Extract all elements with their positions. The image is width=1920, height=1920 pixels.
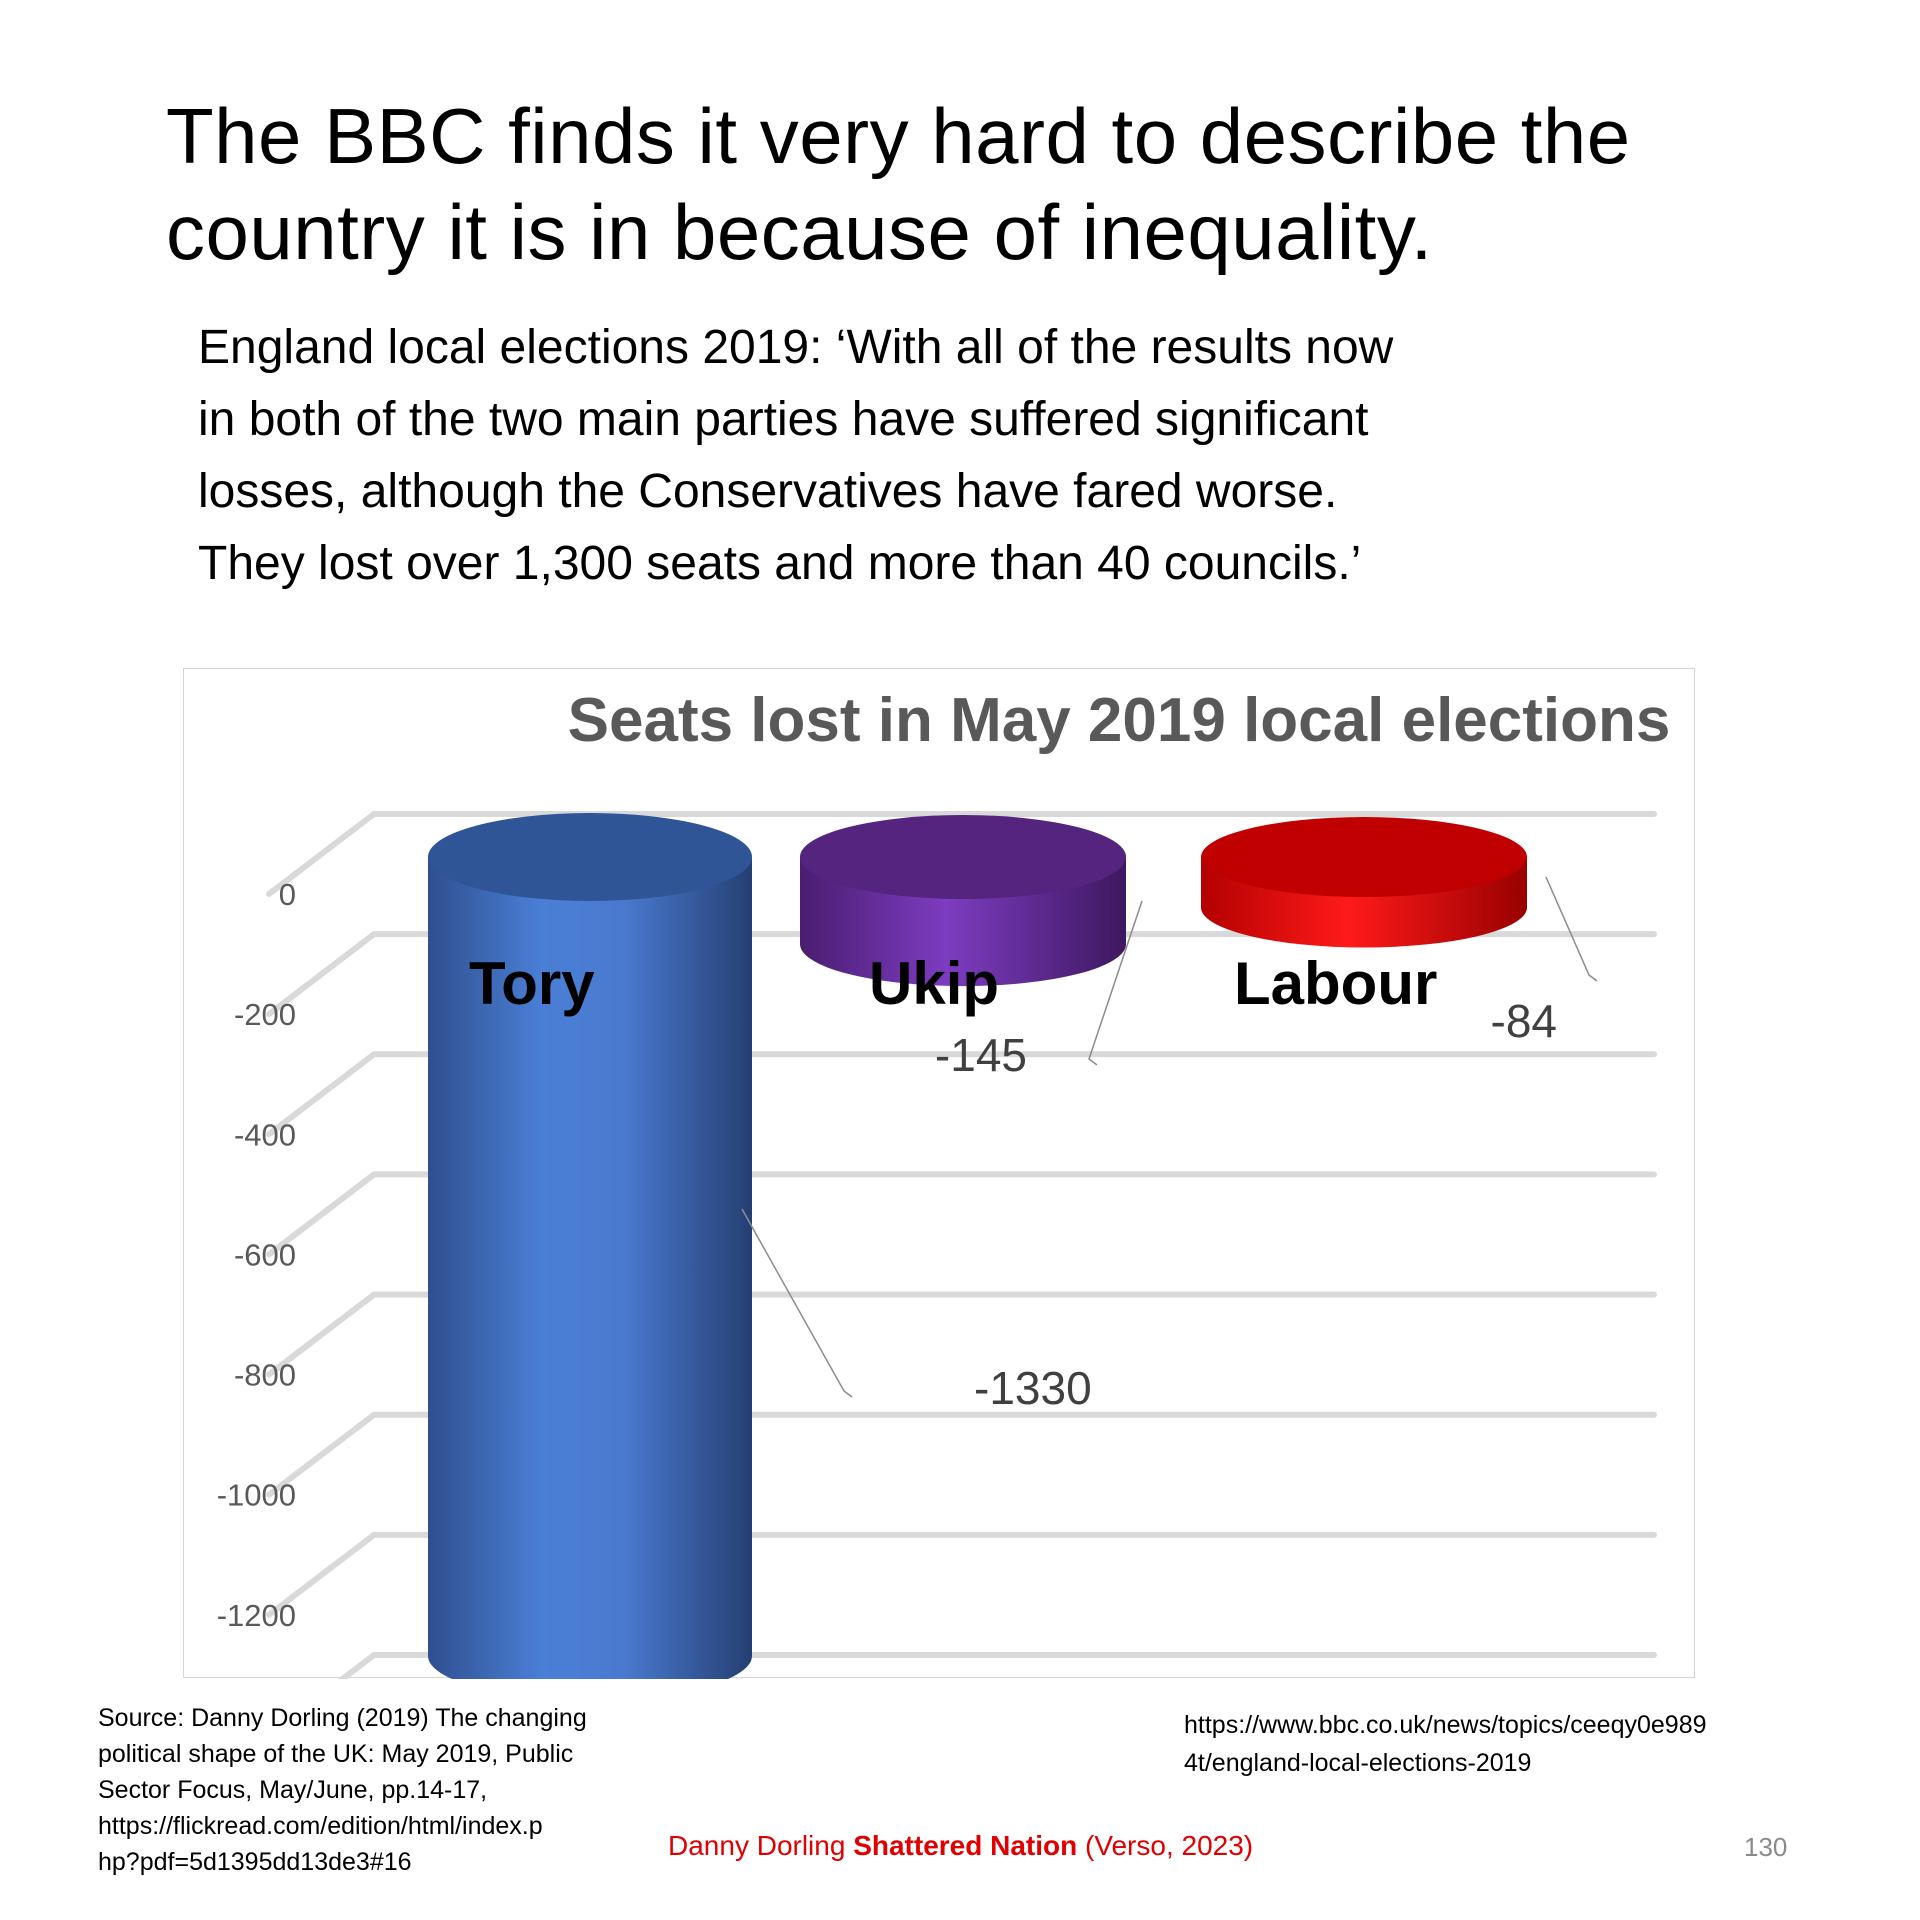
gridline xyxy=(337,1652,1657,1679)
slide-title-line-1: The BBC finds it very hard to describe t… xyxy=(166,92,1631,180)
category-label-labour: Labour xyxy=(1234,950,1437,1017)
chart-title: Seats lost in May 2019 local elections xyxy=(568,686,1671,755)
credit-book-title: Shattered Nation xyxy=(853,1830,1078,1861)
y-tick-label: -1200 xyxy=(217,1598,296,1633)
source-note: Source: Danny Dorling (2019) The changin… xyxy=(98,1700,658,1880)
y-tick-label: -800 xyxy=(234,1358,296,1393)
data-label-tory: -1330 xyxy=(974,1362,1092,1414)
slide-title-line-2: country it is in because of inequality. xyxy=(166,188,1433,276)
credit-author: Danny Dorling xyxy=(668,1830,854,1861)
slide-title: The BBC finds it very hard to describe t… xyxy=(166,88,1766,280)
bar-tory-top xyxy=(428,813,752,901)
data-label-leader xyxy=(1545,876,1598,982)
source-line-5: hp?pdf=5d1395dd13de3#16 xyxy=(98,1848,412,1876)
source-line-1: Source: Danny Dorling (2019) The changin… xyxy=(98,1704,587,1732)
y-tick-label: -600 xyxy=(234,1237,296,1272)
y-tick-label: -1000 xyxy=(217,1478,296,1513)
seats-lost-chart: Seats lost in May 2019 local elections 0… xyxy=(217,686,1671,1679)
bbc-url-line-2: 4t/england-local-elections-2019 xyxy=(1184,1749,1532,1777)
y-tick-label: -200 xyxy=(234,997,296,1032)
chart-frame: Seats lost in May 2019 local elections 0… xyxy=(183,668,1695,1679)
bar-ukip-top xyxy=(800,815,1126,899)
gridline xyxy=(266,1411,1657,1498)
gridline xyxy=(266,811,1657,897)
data-label-labour: -84 xyxy=(1491,995,1557,1047)
y-tick-label: 0 xyxy=(279,877,296,912)
gridline xyxy=(266,1291,1657,1378)
bar-labour-top xyxy=(1201,817,1527,897)
gridline xyxy=(266,931,1657,1018)
bbc-url-line-1: https://www.bbc.co.uk/news/topics/ceeqy0… xyxy=(1184,1711,1707,1739)
book-credit: Danny Dorling Shattered Nation (Verso, 2… xyxy=(668,1830,1253,1862)
y-tick-label: -400 xyxy=(234,1117,296,1152)
bar-tory-body xyxy=(428,857,752,1679)
source-line-4: https://flickread.com/edition/html/index… xyxy=(98,1812,543,1840)
quote-line-1: England local elections 2019: ‘With all … xyxy=(198,321,1394,374)
gridline xyxy=(266,1171,1657,1258)
quote-line-4: They lost over 1,300 seats and more than… xyxy=(198,537,1362,590)
quote-line-2: in both of the two main parties have suf… xyxy=(198,393,1369,446)
category-label-tory: Tory xyxy=(469,950,595,1017)
credit-publisher: (Verso, 2023) xyxy=(1077,1830,1254,1861)
data-label-ukip: -145 xyxy=(935,1029,1027,1081)
source-line-3: Sector Focus, May/June, pp.14-17, xyxy=(98,1776,488,1804)
quote-line-3: losses, although the Conservatives have … xyxy=(198,465,1338,518)
category-label-ukip: Ukip xyxy=(869,950,999,1017)
gridline xyxy=(266,1531,1657,1618)
source-line-2: political shape of the UK: May 2019, Pub… xyxy=(98,1740,574,1768)
bbc-quote: England local elections 2019: ‘With all … xyxy=(198,312,1698,600)
page-number: 130 xyxy=(1744,1832,1788,1862)
data-label-leader xyxy=(741,1208,853,1398)
gridline xyxy=(266,1051,1657,1138)
data-label-leader xyxy=(1088,900,1143,1066)
bbc-url: https://www.bbc.co.uk/news/topics/ceeqy0… xyxy=(1184,1706,1804,1782)
